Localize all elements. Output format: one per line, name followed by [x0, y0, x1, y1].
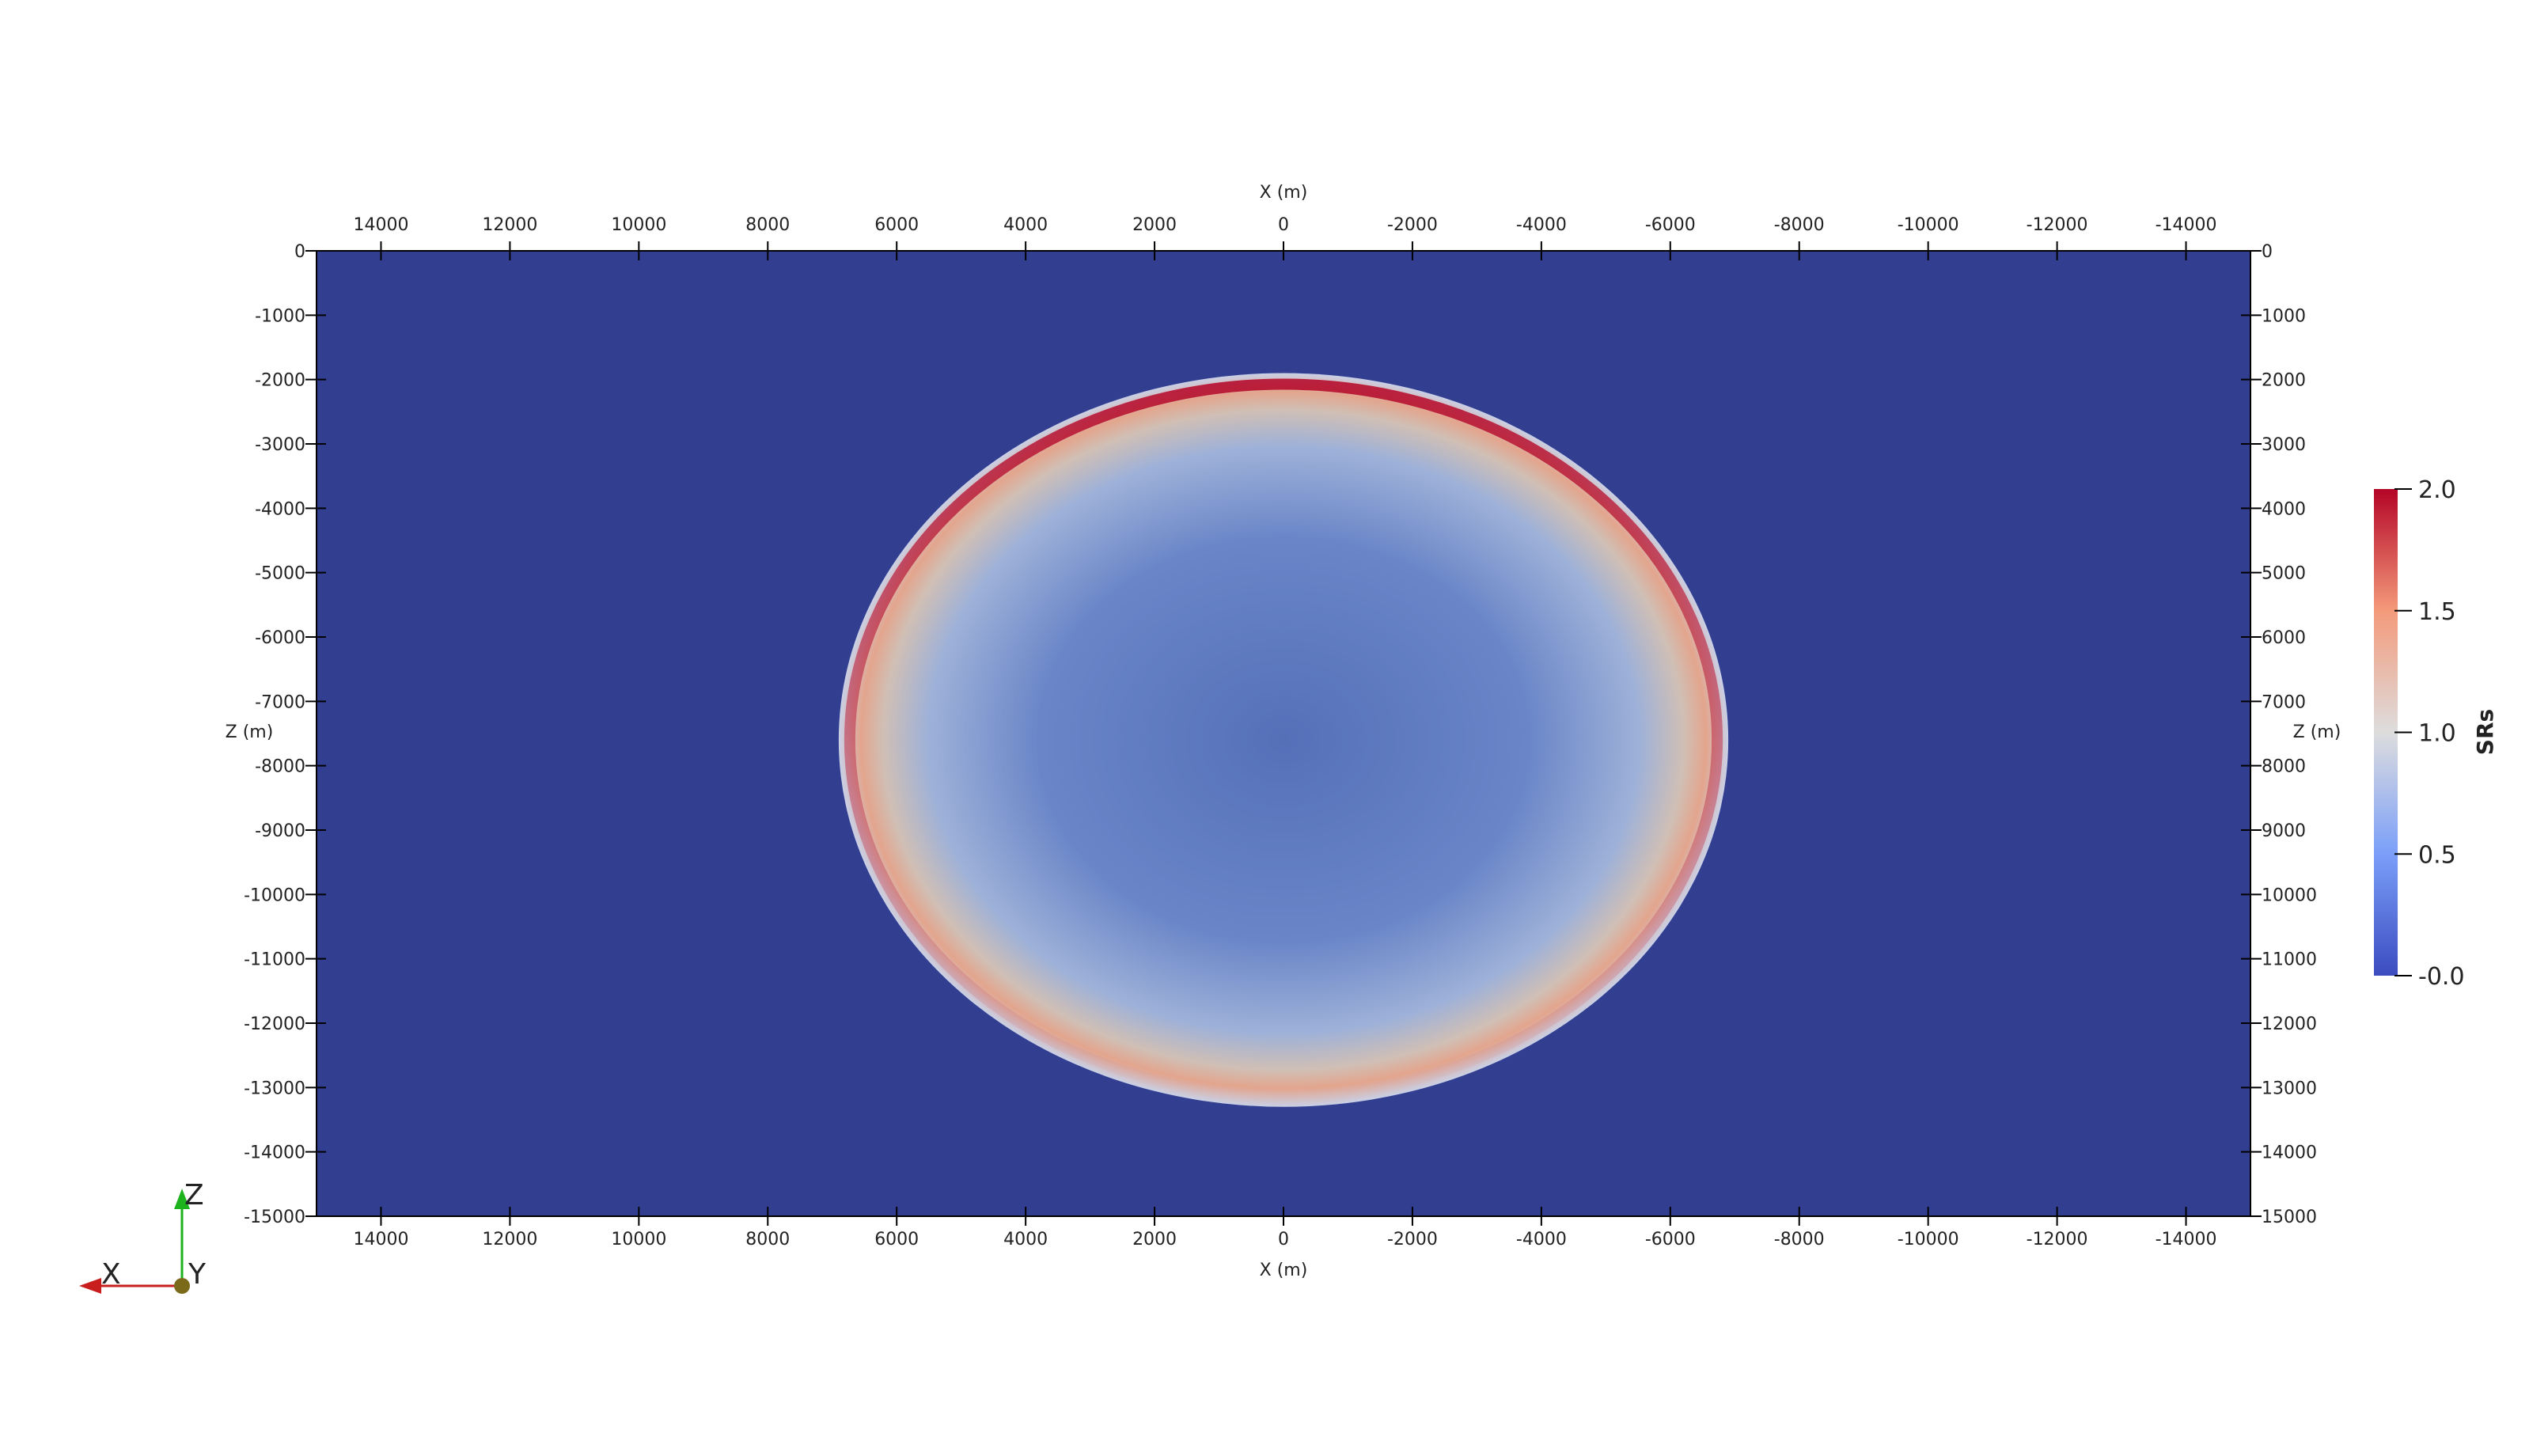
x-tick-label-bottom: -10000: [1898, 1230, 1959, 1249]
x-tick-label-bottom: -4000: [1516, 1230, 1567, 1249]
z-axis-title-left: Z (m): [226, 722, 274, 742]
orient-y-label: Y: [188, 1258, 207, 1291]
x-tick-label-bottom: 14000: [353, 1230, 408, 1249]
colorbar-gradient: [2374, 489, 2398, 976]
x-tick-label-bottom: 6000: [874, 1230, 919, 1249]
x-tick-label-top: 8000: [745, 215, 790, 235]
x-tick-label-top: -2000: [1387, 215, 1438, 235]
z-tick-label-left: -6000: [255, 628, 305, 648]
z-tick-label-right: 13000: [2262, 1079, 2317, 1098]
x-tick-label-top: -8000: [1774, 215, 1825, 235]
z-tick-label-left: -11000: [244, 950, 305, 970]
rim-peak-band: [844, 378, 1723, 1101]
x-tick-label-bottom: -14000: [2156, 1230, 2217, 1249]
x-tick-label-top: 14000: [353, 215, 408, 235]
z-tick-label-left: -3000: [255, 435, 305, 455]
z-tick-label-left: -7000: [255, 692, 305, 712]
z-tick-label-right: 0: [2262, 242, 2273, 262]
colorbar-ticks: 2.0 1.5 1.0 0.5 -0.0: [2394, 476, 2465, 991]
colorbar-tick-label: 0.5: [2418, 841, 2456, 869]
x-tick-label-top: 0: [1278, 215, 1289, 235]
z-tick-label-right: 2000: [2262, 371, 2306, 391]
z-tick-label-left: -9000: [255, 821, 305, 841]
colorbar-tick-label: 2.0: [2418, 476, 2456, 504]
z-tick-label-right: 7000: [2262, 692, 2306, 712]
orient-x-arrow-icon: [79, 1278, 101, 1294]
z-tick-label-right: 12000: [2262, 1014, 2317, 1034]
x-tick-label-top: 2000: [1132, 215, 1177, 235]
z-tick-label-right: 3000: [2262, 435, 2306, 455]
colorbar-tick-label: 1.0: [2418, 720, 2456, 748]
field-region: [838, 373, 1729, 1107]
x-tick-label-bottom: 12000: [482, 1230, 537, 1249]
x-tick-label-bottom: -2000: [1387, 1230, 1438, 1249]
z-tick-label-left: -5000: [255, 564, 305, 584]
z-tick-label-right: 6000: [2262, 628, 2306, 648]
x-tick-label-bottom: -6000: [1645, 1230, 1696, 1249]
z-tick-label-right: 10000: [2262, 885, 2317, 905]
colorbar-title: SRs: [2472, 709, 2498, 755]
z-tick-label-right: 9000: [2262, 821, 2306, 841]
z-tick-label-left: -15000: [244, 1208, 305, 1227]
x-axis-title-top: X (m): [1260, 183, 1308, 203]
z-tick-label-left: -4000: [255, 499, 305, 519]
x-tick-label-top: -12000: [2027, 215, 2088, 235]
x-tick-label-top: -14000: [2156, 215, 2217, 235]
x-tick-label-bottom: 8000: [745, 1230, 790, 1249]
orient-z-label: Z: [184, 1179, 204, 1211]
orientation-axes: Z X Y: [79, 1179, 207, 1294]
z-tick-label-right: 11000: [2262, 950, 2317, 970]
x-tick-label-bottom: 2000: [1132, 1230, 1177, 1249]
x-tick-label-top: -4000: [1516, 215, 1567, 235]
x-tick-label-top: 12000: [482, 215, 537, 235]
x-tick-label-top: -6000: [1645, 215, 1696, 235]
z-axis-title-right: Z (m): [2293, 722, 2341, 742]
orient-z-arrow-icon: [174, 1189, 190, 1209]
z-tick-label-left: -10000: [244, 885, 305, 905]
z-tick-label-right: 4000: [2262, 499, 2306, 519]
orient-x-label: X: [101, 1258, 121, 1291]
colorbar: 2.0 1.5 1.0 0.5 -0.0 SRs: [2374, 476, 2498, 991]
z-tick-label-right: 15000: [2262, 1208, 2317, 1227]
z-tick-label-left: -8000: [255, 757, 305, 777]
z-tick-label-left: -14000: [244, 1143, 305, 1163]
x-tick-label-bottom: 4000: [1003, 1230, 1048, 1249]
z-tick-label-left: -13000: [244, 1079, 305, 1098]
x-tick-label-top: 10000: [611, 215, 666, 235]
z-tick-label-left: -1000: [255, 306, 305, 326]
colorbar-tick-label: 1.5: [2418, 598, 2456, 626]
orient-y-axis-dot-icon: [174, 1278, 190, 1294]
x-tick-label-top: 6000: [874, 215, 919, 235]
x-tick-label-top: 4000: [1003, 215, 1048, 235]
x-tick-label-bottom: -12000: [2027, 1230, 2088, 1249]
x-axis-title-bottom: X (m): [1260, 1261, 1308, 1280]
z-tick-label-right: 1000: [2262, 306, 2306, 326]
z-tick-label-left: 0: [294, 242, 305, 262]
x-tick-label-bottom: -8000: [1774, 1230, 1825, 1249]
x-tick-label-bottom: 10000: [611, 1230, 666, 1249]
z-tick-label-left: -12000: [244, 1014, 305, 1034]
z-tick-label-right: 8000: [2262, 757, 2306, 777]
x-tick-label-bottom: 0: [1278, 1230, 1289, 1249]
axes-group: 1400014000120001200010000100008000800060…: [244, 215, 2317, 1249]
z-tick-label-left: -2000: [255, 371, 305, 391]
z-tick-label-right: 5000: [2262, 564, 2306, 584]
x-tick-label-top: -10000: [1898, 215, 1959, 235]
z-tick-label-right: 14000: [2262, 1143, 2317, 1163]
colorbar-tick-label: -0.0: [2418, 963, 2465, 991]
